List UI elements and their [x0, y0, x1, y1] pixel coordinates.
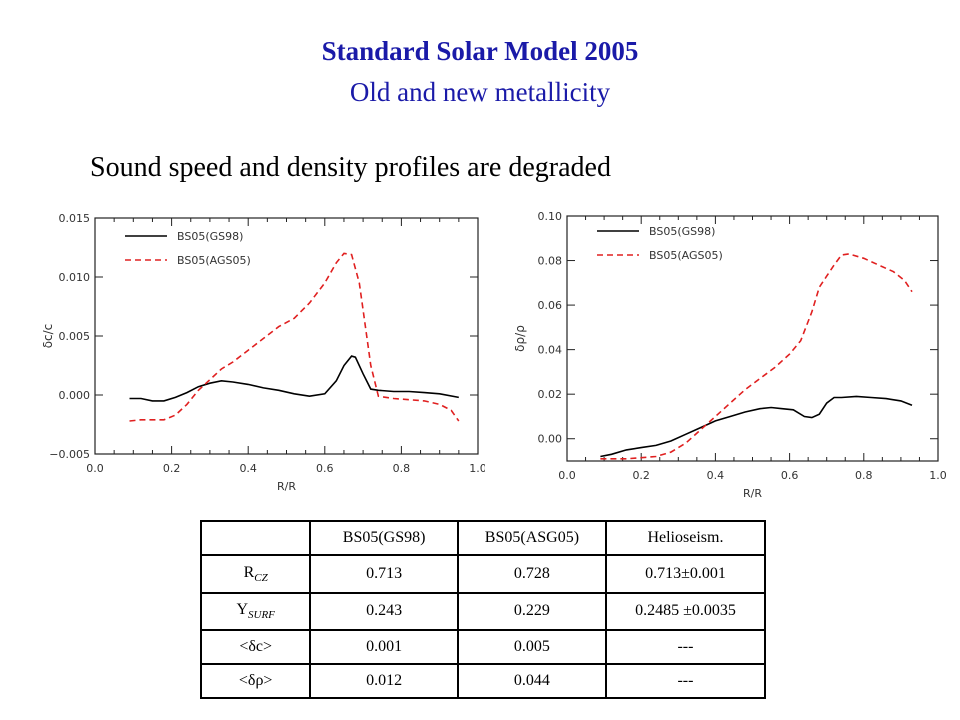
x-tick-label: 0.0	[558, 469, 576, 482]
table-cell: 0.713±0.001	[604, 553, 767, 594]
y-axis-label: δρ/ρ	[513, 325, 527, 352]
slide-title: Standard Solar Model 2005	[321, 36, 639, 66]
table-row: <δc> 0.001 0.005 ---	[199, 629, 767, 666]
table-row: <δρ> 0.012 0.044 ---	[199, 663, 767, 699]
x-tick-label: 0.8	[393, 462, 411, 475]
legend-label: BS05(GS98)	[177, 230, 243, 243]
slide-statement: Sound speed and density profiles are deg…	[90, 152, 611, 183]
table-header-cell	[199, 520, 312, 556]
table-cell: 0.001	[309, 629, 459, 666]
table-cell: 0.005	[456, 629, 607, 666]
y-tick-label: 0.000	[59, 389, 91, 402]
x-tick-label: 0.2	[632, 469, 650, 482]
plot-frame	[94, 217, 479, 455]
series-line-2	[129, 252, 460, 422]
sound-speed-chart: 0.0 0.2 0.4 0.6 0.8 1.0 −0.005 0.000 0.005 0.010 0…	[40, 196, 487, 501]
series-line-2	[600, 253, 913, 460]
plot-frame	[566, 215, 939, 462]
y-tick-label: 0.00	[538, 433, 563, 446]
series-line-1	[600, 395, 913, 458]
table-cell: 0.012	[309, 663, 459, 699]
x-tick-label: 0.6	[781, 469, 799, 482]
table-cell: 0.728	[456, 553, 607, 594]
x-tick-label: 0.0	[86, 462, 104, 475]
table-cell: 0.2485 ±0.0035	[604, 591, 767, 632]
row-label: <δρ>	[199, 663, 312, 699]
x-tick-label: 0.6	[316, 462, 334, 475]
row-label: RCZ	[199, 553, 312, 594]
legend-label: BS05(AGS05)	[649, 249, 723, 262]
table-cell: 0.243	[309, 591, 459, 632]
table-header-cell: BS05(ASG05)	[456, 520, 607, 556]
x-tick-label: 1.0	[469, 462, 485, 475]
x-axis-label: R/R	[277, 480, 296, 493]
results-table: BS05(GS98) BS05(ASG05) Helioseism. RCZ 0…	[199, 520, 767, 699]
sound-speed-chart-svg: 0.0 0.2 0.4 0.6 0.8 1.0 −0.005 0.000 0.005 0.010 0…	[41, 212, 487, 493]
density-chart-svg: 0.0 0.2 0.4 0.6 0.8 1.0 0.00 0.02 0.04 0.06 0.08 0.…	[513, 210, 947, 500]
y-tick-label: 0.06	[538, 299, 563, 312]
y-tick-label: 0.02	[538, 388, 563, 401]
slide-subtitle: Old and new metallicity	[349, 77, 611, 107]
y-axis-label: δc/c	[41, 324, 55, 349]
x-tick-label: 0.2	[163, 462, 181, 475]
row-label: YSURF	[199, 591, 312, 632]
table-cell: 0.044	[456, 663, 607, 699]
x-tick-label: 0.4	[239, 462, 257, 475]
x-tick-label: 0.4	[707, 469, 725, 482]
y-tick-label: 0.08	[538, 255, 563, 268]
y-tick-label: 0.04	[538, 344, 563, 357]
x-tick-label: 1.0	[929, 469, 947, 482]
row-label: <δc>	[199, 629, 312, 666]
y-tick-label: 0.005	[59, 330, 91, 343]
series-line-1	[129, 355, 459, 402]
legend-label: BS05(GS98)	[649, 225, 715, 238]
x-axis-label: R/R	[743, 487, 762, 498]
table-header-cell: BS05(GS98)	[309, 520, 459, 556]
table-cell: 0.229	[456, 591, 607, 632]
table-cell: ---	[604, 629, 767, 666]
density-chart: 0.0 0.2 0.4 0.6 0.8 1.0 0.00 0.02 0.04 0.06 0.08 0.…	[512, 198, 957, 503]
table-cell: ---	[604, 663, 767, 699]
x-tick-label: 0.8	[855, 469, 873, 482]
table-row: RCZ 0.713 0.728 0.713±0.001	[199, 553, 767, 594]
table-header-row: BS05(GS98) BS05(ASG05) Helioseism.	[199, 520, 767, 556]
legend-label: BS05(AGS05)	[177, 254, 251, 267]
table-header-cell: Helioseism.	[604, 520, 767, 556]
y-tick-label: 0.010	[59, 271, 91, 284]
table-cell: 0.713	[309, 553, 459, 594]
y-tick-label: 0.10	[538, 210, 563, 223]
y-tick-label: −0.005	[49, 448, 90, 461]
table-row: YSURF 0.243 0.229 0.2485 ±0.0035	[199, 591, 767, 632]
y-tick-label: 0.015	[59, 212, 91, 225]
